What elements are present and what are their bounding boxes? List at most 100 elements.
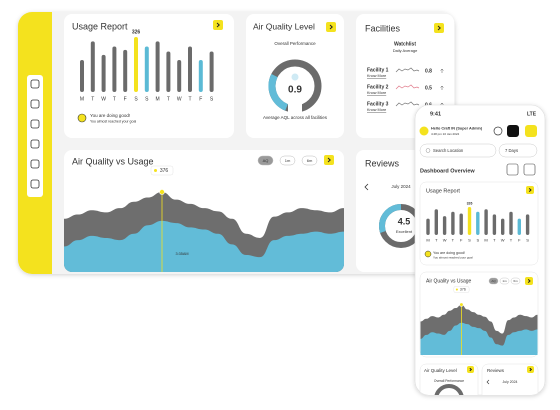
filter-icon[interactable] (523, 163, 536, 176)
sidebar-icon[interactable] (30, 119, 40, 129)
prev-arrow[interactable] (364, 183, 369, 191)
sidebar-icon[interactable] (30, 139, 40, 149)
facility-value: 0.5 (425, 85, 432, 91)
arrow-button[interactable] (213, 20, 223, 30)
usage-bar (101, 54, 106, 92)
reviews-card (481, 363, 539, 395)
area-series (420, 322, 538, 355)
arrow-button[interactable] (525, 277, 533, 285)
status-network: LTE (527, 111, 537, 117)
edit-icon[interactable] (506, 163, 519, 176)
usage-bar (492, 214, 497, 235)
facility-link[interactable]: Know More (367, 91, 386, 95)
arrow-icon (216, 22, 220, 28)
subtitle: Overall Performance (434, 379, 464, 383)
menu-icon[interactable] (525, 125, 537, 137)
usage-bar (426, 218, 430, 235)
sidebar-icon[interactable] (30, 99, 40, 109)
day-label: M (80, 96, 84, 102)
submessage: You almost reached your goal (433, 255, 473, 259)
filter-label: 1m (502, 279, 507, 283)
rating-label: Excellent (396, 229, 413, 234)
facility-name: Facility 3 (367, 101, 389, 107)
usage-bar (525, 214, 530, 235)
arrow-button[interactable] (527, 366, 534, 373)
message: You are doing good! (90, 113, 130, 118)
sidebar-icon[interactable] (30, 179, 40, 189)
arrow-button[interactable] (326, 22, 336, 32)
usage-card (64, 14, 234, 138)
arrow-button[interactable] (467, 366, 474, 373)
day-label: S (210, 96, 214, 102)
usage-bar (134, 37, 138, 92)
usage-bar (434, 209, 438, 235)
trend-arrow (440, 68, 444, 73)
sidebar-icon[interactable] (30, 79, 40, 89)
search-bar[interactable] (419, 143, 497, 158)
day-label: W (501, 238, 505, 243)
search-icon (425, 148, 431, 153)
day-label: T (435, 238, 438, 243)
sidebar-icon[interactable] (30, 159, 40, 169)
notify-icon[interactable] (493, 126, 503, 136)
usage-bar (144, 46, 149, 92)
day-label: F (124, 96, 127, 102)
facility-link[interactable]: Know More (367, 108, 386, 112)
subtitle: Overall Performance (274, 41, 316, 46)
day-label: T (493, 238, 496, 243)
day-label: S (145, 96, 149, 102)
day-label: S (476, 238, 479, 243)
arrow-icon (527, 279, 531, 283)
arrow-icon (469, 367, 473, 372)
prev-arrow (486, 379, 490, 385)
facility-sparkline (395, 101, 420, 107)
arrow-button[interactable] (526, 186, 534, 194)
arrow-button[interactable] (324, 155, 334, 165)
month: July 2024 (391, 184, 411, 189)
usage-bar (467, 207, 472, 235)
filter-pill[interactable] (279, 155, 296, 166)
usage-bar (501, 218, 505, 235)
peak-dot (159, 189, 165, 195)
filter-pill[interactable] (488, 277, 499, 285)
rating: 4.5 (398, 216, 411, 226)
month: July 2024 (503, 380, 518, 384)
facility-value: 0.8 (425, 68, 432, 74)
usage-bar (459, 213, 463, 235)
card-title: Usage Report (426, 188, 460, 194)
usage-bar (484, 209, 488, 235)
peak-tooltip-dot (154, 169, 157, 172)
arrow-icon (329, 24, 333, 30)
filter-pill[interactable] (499, 277, 510, 285)
filter-pill[interactable] (510, 277, 521, 285)
facility-link[interactable]: Know More (367, 74, 386, 78)
search-placeholder: Search Location (433, 148, 464, 153)
day-label: S (468, 238, 471, 243)
arrow-button[interactable] (434, 23, 444, 33)
datetime: 4:48 pm 10 Jan 2024 (431, 132, 460, 136)
gauge-gap (288, 102, 302, 116)
card-title: Facilities (365, 23, 401, 33)
bar-value-label: 326 (467, 201, 473, 205)
bar-value-label: 326 (132, 29, 141, 35)
filter-pill[interactable] (257, 155, 274, 166)
caption: Average AQL across all facilities (263, 115, 328, 120)
day-label: T (510, 238, 513, 243)
day-label: F (199, 96, 202, 102)
smile-icon (77, 113, 87, 123)
settings-icon[interactable] (507, 125, 519, 137)
usage-bar (451, 211, 455, 235)
range-select[interactable] (498, 143, 538, 158)
facility-sparkline (395, 67, 420, 73)
usage-bar (155, 41, 160, 92)
usage-bar (198, 59, 203, 92)
peak-label: 376 (460, 287, 466, 291)
card-title: Air Quality Level (253, 21, 315, 31)
day-label: T (91, 96, 94, 102)
day-label: T (188, 96, 191, 102)
arrow-icon (529, 367, 533, 372)
filter-pill[interactable] (301, 155, 318, 166)
usage-bar (209, 51, 214, 92)
greeting: Hello Craft IN (Super Admin) (431, 127, 483, 131)
